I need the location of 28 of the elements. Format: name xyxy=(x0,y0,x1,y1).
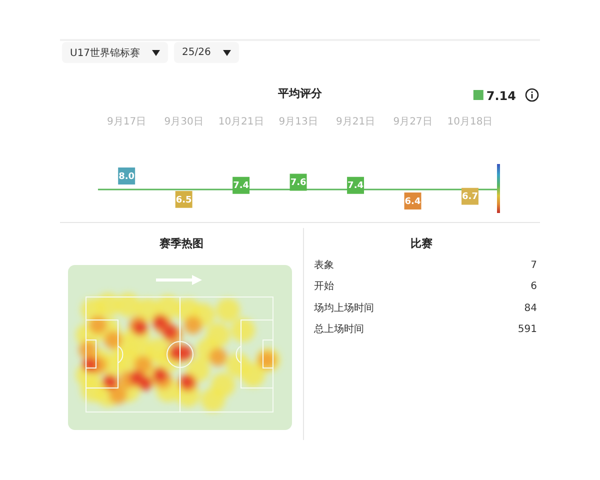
legend-label: 7.14 xyxy=(486,89,516,103)
x-tick-label: 9月13日 xyxy=(278,116,318,128)
category-label: 开始 xyxy=(314,280,334,294)
text: 赛季热图 xyxy=(158,236,204,251)
x-tick-label: 9月21日 xyxy=(336,116,376,128)
category-label: 表象 xyxy=(314,259,334,273)
x-tick-label: 9月27日 xyxy=(393,116,432,128)
category-label: 场均上场时间 xyxy=(314,302,374,316)
data-label: 7.4 xyxy=(348,181,364,192)
data-label: 8.0 xyxy=(118,172,135,182)
data-label: 6.4 xyxy=(404,196,421,207)
text: 比赛 xyxy=(410,236,434,251)
data-label: 7 xyxy=(530,259,537,273)
data-label: 6.5 xyxy=(176,195,192,206)
category-label: 总上场时间 xyxy=(314,322,364,337)
x-tick-label: 9月17日 xyxy=(107,116,146,128)
chart-title: 平均评分 xyxy=(278,87,322,100)
x-tick-label: 10月18日 xyxy=(447,116,493,128)
data-label: 7.4 xyxy=(233,181,250,192)
dropdown: U17世界锦标赛 xyxy=(62,42,168,63)
x-tick-label: 9月30日 xyxy=(164,116,204,128)
x-tick-label: 10月21日 xyxy=(218,116,264,128)
data-label: 84 xyxy=(524,302,537,316)
data-label: 6.7 xyxy=(462,192,478,202)
data-label: 591 xyxy=(518,322,537,337)
data-label: 7.6 xyxy=(290,178,306,188)
data-label: 6 xyxy=(530,280,537,294)
dropdown: 25/26 xyxy=(174,42,239,63)
